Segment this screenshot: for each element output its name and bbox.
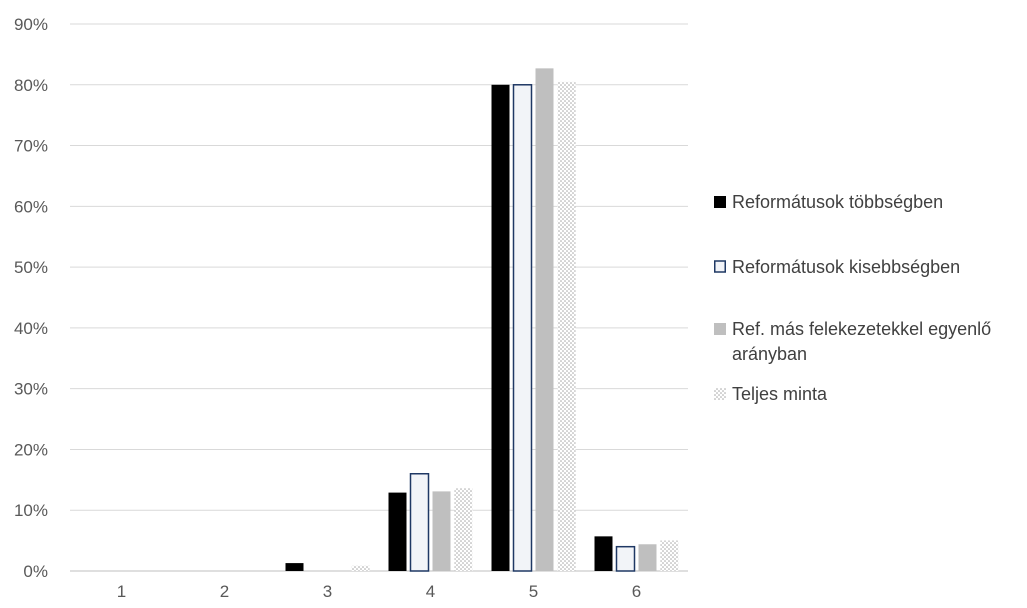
- bars: [285, 68, 679, 572]
- bar: [432, 491, 451, 571]
- gridlines: [70, 23, 688, 572]
- x-axis: 1 2 3 4 5 6: [117, 582, 641, 601]
- bar: [285, 563, 304, 571]
- bar: [557, 81, 576, 571]
- legend-label: Teljes minta: [732, 384, 828, 404]
- bar: [660, 540, 679, 571]
- legend-swatch: [714, 388, 726, 400]
- y-axis: 0% 10% 20% 30% 40% 50% 60% 70% 80% 90%: [14, 15, 48, 581]
- legend-swatch: [714, 196, 726, 208]
- legend-label-line: Teljes minta: [732, 384, 828, 404]
- x-tick-label: 2: [220, 582, 229, 601]
- y-tick-label: 20%: [14, 440, 48, 459]
- y-tick-label: 90%: [14, 15, 48, 34]
- y-tick-label: 60%: [14, 197, 48, 216]
- y-tick-label: 10%: [14, 501, 48, 520]
- y-tick-label: 30%: [14, 380, 48, 399]
- legend-label-line: Reformátusok többségben: [732, 192, 943, 212]
- legend-label-line: Reformátusok kisebbségben: [732, 257, 960, 277]
- bar: [454, 488, 473, 571]
- legend-label-line: Ref. más felekezetekkel egyenlő: [732, 319, 991, 339]
- y-tick-label: 0%: [23, 562, 48, 581]
- x-tick-label: 3: [323, 582, 332, 601]
- legend-label: Ref. más felekezetekkel egyenlő arányban: [732, 319, 991, 364]
- x-tick-label: 1: [117, 582, 126, 601]
- bar: [535, 68, 554, 572]
- legend-swatch: [714, 260, 726, 273]
- legend: Reformátusok többségben Reformátusok kise…: [714, 192, 991, 404]
- legend-label: Reformátusok többségben: [732, 192, 943, 212]
- y-tick-label: 50%: [14, 258, 48, 277]
- x-tick-label: 4: [426, 582, 435, 601]
- bar: [409, 473, 430, 572]
- bar: [512, 84, 533, 572]
- bar: [638, 544, 657, 571]
- legend-label: Reformátusok kisebbségben: [732, 257, 960, 277]
- bar: [388, 492, 407, 571]
- y-tick-label: 80%: [14, 76, 48, 95]
- bar: [594, 536, 613, 571]
- x-tick-label: 5: [529, 582, 538, 601]
- y-tick-label: 40%: [14, 319, 48, 338]
- legend-label-line: arányban: [732, 344, 807, 364]
- x-tick-label: 6: [632, 582, 641, 601]
- legend-swatch: [714, 323, 726, 335]
- bar: [351, 565, 370, 571]
- bar: [615, 545, 636, 572]
- y-tick-label: 70%: [14, 137, 48, 156]
- bar: [491, 84, 510, 572]
